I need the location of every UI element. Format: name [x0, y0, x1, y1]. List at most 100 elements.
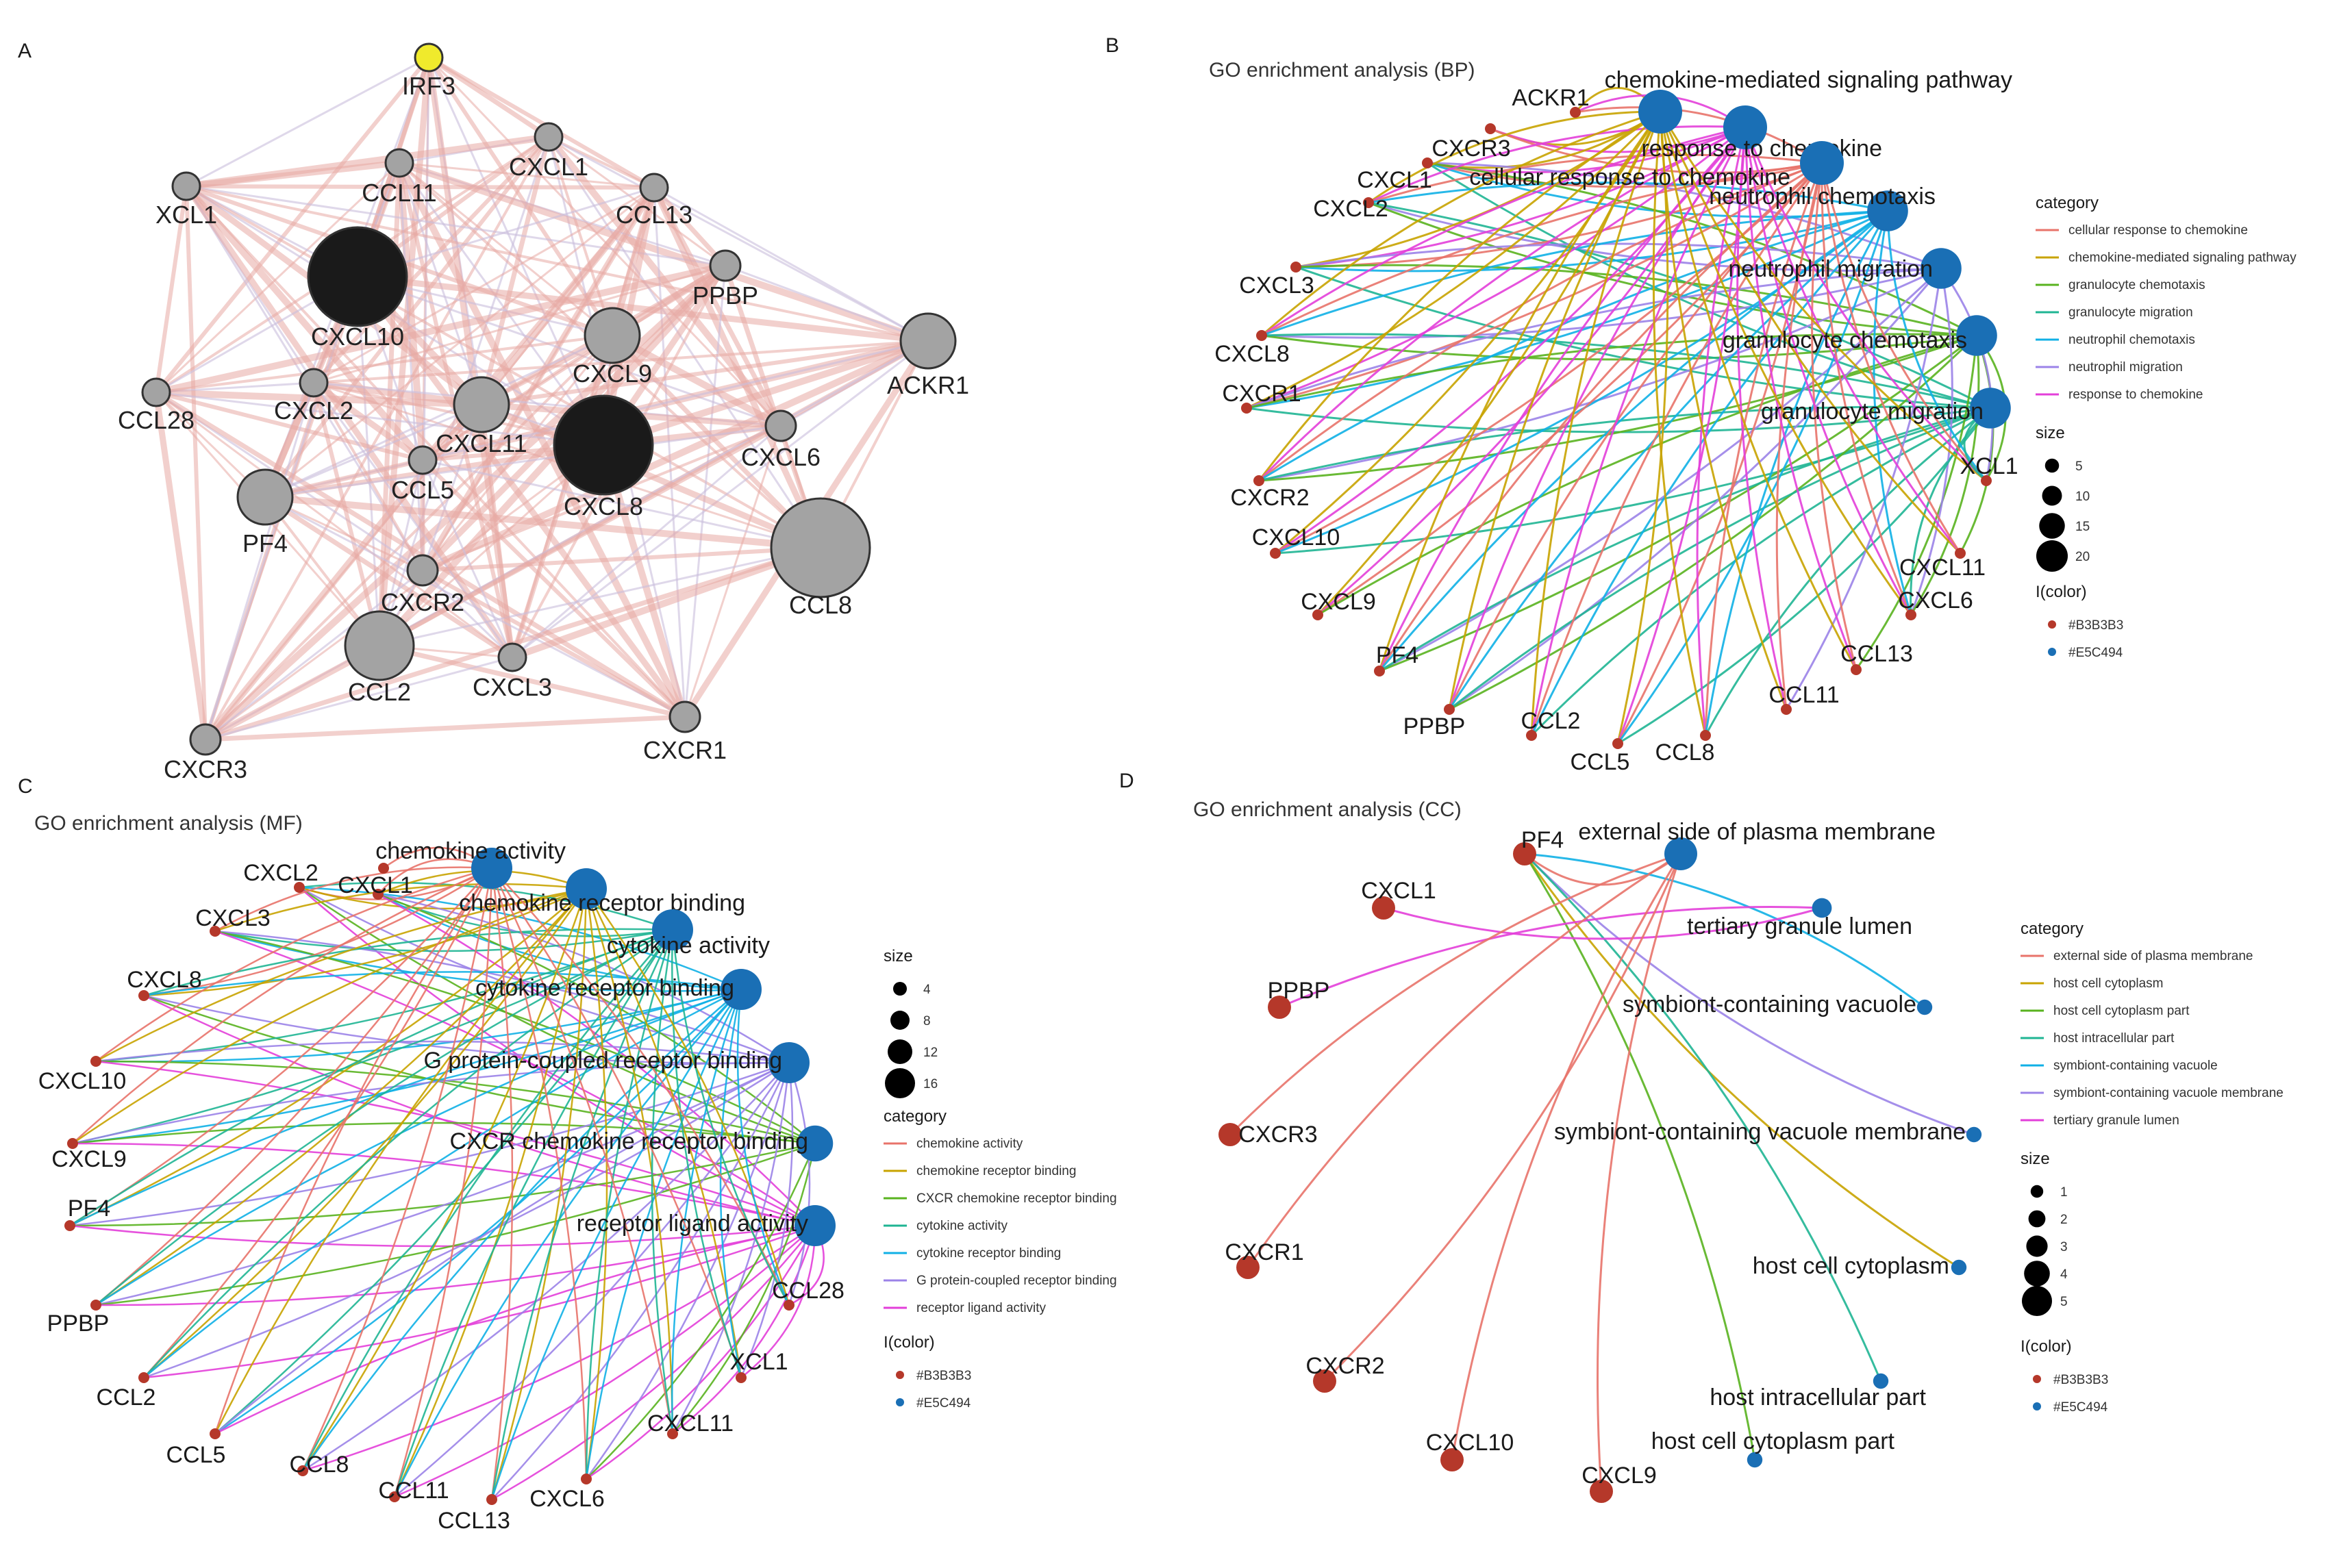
panel-b-gene-node-cxcl6[interactable]: [1905, 609, 1916, 620]
network-node-ppbp[interactable]: [709, 249, 742, 282]
panel-b-gene-node-cxcl10[interactable]: [1270, 548, 1281, 559]
network-node-cxcr3[interactable]: [189, 723, 222, 756]
panel-b-gene-node-cxcr2[interactable]: [1253, 475, 1264, 486]
network-node-ccl13[interactable]: [639, 173, 669, 203]
panel-c-gene-node-cxcl1[interactable]: [373, 889, 384, 900]
panel-b-term-node-neutrophil-migration[interactable]: [1921, 248, 1962, 289]
panel-c-edge-cxcl6-cytokine-activity: [585, 929, 674, 1480]
panel-d-term-node-tertiary-granule-lumen[interactable]: [1812, 898, 1832, 918]
panel-c-gene-node-ccl13[interactable]: [486, 1494, 497, 1505]
panel-b-gene-node-ccl2[interactable]: [1526, 730, 1537, 741]
network-edge-cxcl1-cxcl2: [312, 135, 551, 385]
panel-c-gene-node-ppbp[interactable]: [90, 1300, 101, 1311]
panel-c-gene-node-ccl2[interactable]: [138, 1372, 149, 1383]
panel-b-gene-label-cxcr2: CXCR2: [1230, 485, 1309, 511]
panel-b-gene-node-ccl13[interactable]: [1851, 664, 1862, 675]
panel-b-gene-node-cxcr1[interactable]: [1241, 403, 1252, 414]
panel-d-legend: category external side of plasma membrane…: [2021, 920, 2284, 1415]
panel-d-term-node-host-intracellular-part[interactable]: [1873, 1373, 1889, 1389]
network-node-ccl5[interactable]: [408, 445, 438, 475]
panel-c-gene-node-cxcl8[interactable]: [138, 990, 149, 1001]
panel-d-term-node-symbiont-containing-vacuole-membrane[interactable]: [1966, 1126, 1982, 1143]
network-node-ccl2[interactable]: [344, 610, 415, 681]
panel-d-edge-pf4-host-cell-cytoplasm-part: [1523, 853, 1756, 1460]
network-node-xcl1[interactable]: [171, 171, 201, 201]
panel-b-gene-node-ccl5[interactable]: [1612, 738, 1623, 749]
panel-b-term-node-chemokine-mediated-signaling-pathway[interactable]: [1638, 90, 1682, 134]
panel-c-term-node-cxcr-chemokine-receptor-binding[interactable]: [797, 1125, 834, 1162]
panel-b-gene-node-ackr1[interactable]: [1570, 107, 1581, 118]
panel-b-term-node-granulocyte-migration[interactable]: [1970, 388, 2011, 429]
panel-c-gene-node-cxcl6[interactable]: [581, 1474, 592, 1484]
network-node-ackr1[interactable]: [899, 312, 957, 370]
panel-b-gene-node-ccl8[interactable]: [1700, 730, 1711, 741]
panel-b-gene-node-cxcr3[interactable]: [1485, 123, 1496, 134]
panel-c-edge-ccl2-cytokine-receptor-binding: [143, 988, 742, 1378]
panel-c-gene-node-cxcl3[interactable]: [210, 926, 221, 937]
network-node-cxcr1[interactable]: [668, 700, 701, 733]
panel-b-gene-node-xcl1[interactable]: [1981, 475, 1992, 486]
network-node-cxcr2[interactable]: [406, 554, 439, 587]
panel-d-gene-node-cxcr1[interactable]: [1236, 1256, 1260, 1279]
panel-b-gene-node-cxcl9[interactable]: [1312, 609, 1323, 620]
panel-b-term-node-cellular-response-to-chemokine[interactable]: [1800, 141, 1844, 185]
network-node-cxcl2[interactable]: [299, 368, 329, 398]
panel-d-term-node-symbiont-containing-vacuole[interactable]: [1916, 999, 1933, 1015]
panel-d-term-node-external-side-of-plasma-membrane[interactable]: [1664, 837, 1697, 870]
panel-c-gene-node-pf4[interactable]: [64, 1220, 75, 1231]
panel-c-term-node-g-protein-coupled-receptor-binding[interactable]: [768, 1042, 810, 1083]
panel-c-gene-node-cxcl2[interactable]: [294, 882, 305, 893]
panel-c-gene-node-ccl8[interactable]: [297, 1465, 308, 1476]
network-node-cxcl3[interactable]: [497, 642, 527, 672]
network-node-cxcl11[interactable]: [453, 376, 510, 433]
network-node-cxcl9[interactable]: [584, 307, 641, 364]
panel-c-gene-node-xcl1[interactable]: [736, 1372, 747, 1383]
panel-b-edge-ppbp-chemokine-mediated-signaling-pathway: [1448, 111, 1662, 710]
panel-c-term-node-chemokine-receptor-binding[interactable]: [566, 868, 607, 909]
network-node-ccl8[interactable]: [770, 497, 871, 598]
network-node-ccl28[interactable]: [141, 377, 171, 407]
panel-d-gene-node-pf4[interactable]: [1513, 842, 1536, 865]
panel-b-gene-node-cxcl11[interactable]: [1955, 548, 1966, 559]
panel-c-gene-node-ccl5[interactable]: [210, 1428, 221, 1439]
panel-c-gene-node-cxcl10[interactable]: [90, 1056, 101, 1067]
panel-b-edge-ccl2-response-to-chemokine: [1530, 127, 1747, 736]
panel-d-gene-node-ppbp[interactable]: [1268, 996, 1291, 1019]
panel-b-edge-xcl1-cellular-response-to-chemokine: [1821, 162, 1988, 482]
network-node-cxcl1[interactable]: [534, 122, 564, 152]
panel-c-gene-node-cxcl9[interactable]: [67, 1138, 78, 1149]
panel-d-gene-node-cxcl10[interactable]: [1440, 1448, 1464, 1471]
panel-b-gene-node-cxcl3[interactable]: [1290, 262, 1301, 273]
panel-d-gene-node-cxcl1[interactable]: [1372, 896, 1395, 920]
panel-c-gene-node-ccl28[interactable]: [784, 1300, 795, 1311]
panel-c-gene-node-ccl11[interactable]: [389, 1491, 400, 1502]
panel-d-gene-node-cxcr3[interactable]: [1218, 1123, 1242, 1146]
panel-b-term-node-neutrophil-chemotaxis[interactable]: [1867, 190, 1908, 231]
panel-c-term-node-receptor-ligand-activity[interactable]: [795, 1205, 836, 1246]
panel-d-gene-node-cxcr2[interactable]: [1313, 1369, 1336, 1393]
panel-b-gene-node-ccl11[interactable]: [1781, 704, 1792, 715]
network-node-irf3[interactable]: [414, 42, 444, 73]
panel-b-term-node-response-to-chemokine[interactable]: [1723, 105, 1767, 149]
panel-c-term-node-cytokine-receptor-binding[interactable]: [721, 969, 762, 1010]
panel-d-gene-node-cxcl9[interactable]: [1590, 1480, 1613, 1503]
panel-c-gene-node-cxcr3[interactable]: [378, 863, 389, 874]
panel-b-gene-node-pf4[interactable]: [1374, 666, 1385, 676]
panel-c-edge-ccl11-chemokine-activity: [393, 868, 493, 1497]
network-node-cxcl6[interactable]: [764, 409, 797, 442]
panel-b-gene-node-cxcl1[interactable]: [1422, 157, 1433, 168]
panel-b-gene-node-ppbp[interactable]: [1444, 704, 1455, 715]
panel-b-term-node-granulocyte-chemotaxis[interactable]: [1956, 315, 1997, 356]
panel-d-term-label-host-cell-cytoplasm-part: host cell cytoplasm part: [1651, 1428, 1895, 1454]
network-node-cxcl10[interactable]: [307, 226, 408, 327]
panel-c-gene-node-cxcl11[interactable]: [667, 1428, 678, 1439]
panel-c-term-node-cytokine-activity[interactable]: [652, 909, 693, 950]
panel-d-term-node-host-cell-cytoplasm[interactable]: [1951, 1259, 1967, 1276]
panel-b-gene-node-cxcl8[interactable]: [1256, 330, 1267, 341]
network-node-pf4[interactable]: [236, 468, 294, 526]
panel-b-gene-node-cxcl2[interactable]: [1363, 197, 1374, 208]
network-node-ccl11[interactable]: [384, 148, 414, 178]
panel-c-term-node-chemokine-activity[interactable]: [471, 848, 512, 889]
network-node-cxcl8[interactable]: [553, 394, 654, 496]
panel-d-term-node-host-cell-cytoplasm-part[interactable]: [1747, 1452, 1763, 1468]
